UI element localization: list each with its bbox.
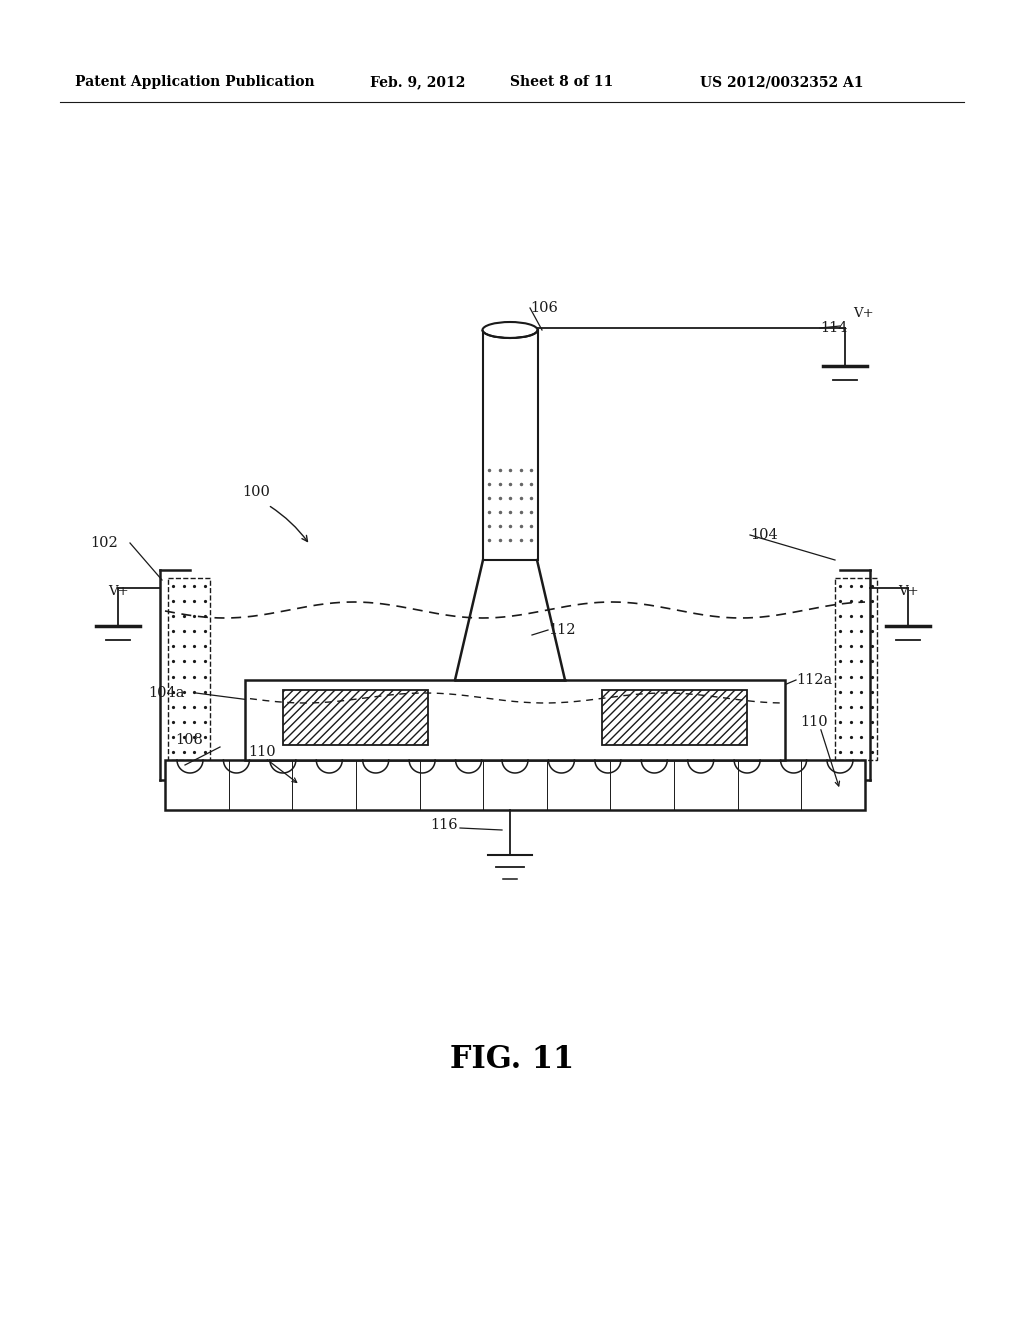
Text: 110: 110 [800,715,827,729]
Text: 104: 104 [750,528,778,543]
Text: 114: 114 [820,321,848,335]
Bar [483,330,538,560]
Text: 104a: 104a [148,686,184,700]
Bar [602,690,746,744]
Text: Sheet 8 of 11: Sheet 8 of 11 [510,75,613,88]
Text: 106: 106 [530,301,558,315]
Text: V+: V+ [853,308,873,319]
Text: 110: 110 [248,744,275,759]
Text: 100: 100 [242,484,270,499]
Bar [165,760,865,810]
Text: Feb. 9, 2012: Feb. 9, 2012 [370,75,465,88]
Text: US 2012/0032352 A1: US 2012/0032352 A1 [700,75,863,88]
Text: 112: 112 [548,623,575,638]
Text: 108: 108 [175,733,203,747]
Text: V+: V+ [898,585,919,598]
Text: 112a: 112a [796,673,833,686]
Bar [835,578,877,760]
Text: 116: 116 [430,818,458,832]
Bar [168,578,210,760]
Bar [245,680,785,760]
Ellipse shape [482,322,538,338]
Text: V+: V+ [108,585,128,598]
Bar [283,690,428,744]
Text: FIG. 11: FIG. 11 [450,1044,574,1076]
Text: Patent Application Publication: Patent Application Publication [75,75,314,88]
Text: 102: 102 [90,536,118,550]
